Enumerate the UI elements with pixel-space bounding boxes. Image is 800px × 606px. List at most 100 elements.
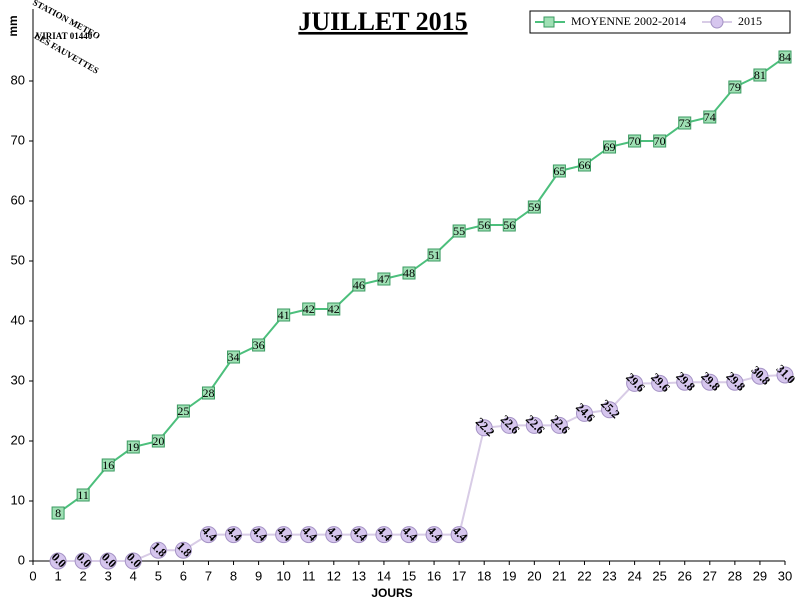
marker — [201, 386, 215, 400]
x-tick-label: 30 — [778, 568, 792, 583]
y-tick-label: 0 — [18, 552, 25, 567]
x-tick-label: 26 — [677, 568, 691, 583]
marker — [99, 552, 117, 570]
legend-label: 2015 — [738, 14, 762, 28]
data-label: 16 — [102, 458, 114, 472]
data-label: 59 — [528, 200, 540, 214]
x-tick-label: 27 — [703, 568, 717, 583]
data-label: 65 — [553, 164, 565, 178]
marker — [502, 218, 516, 232]
marker — [174, 541, 192, 559]
marker — [126, 440, 140, 454]
marker — [350, 526, 368, 544]
marker — [678, 116, 692, 130]
marker — [475, 419, 493, 437]
marker — [601, 401, 619, 419]
legend-marker — [543, 16, 555, 28]
marker — [151, 434, 165, 448]
data-label: 42 — [303, 302, 315, 316]
x-tick-label: 7 — [205, 568, 212, 583]
y-axis-label: mm — [6, 15, 20, 36]
marker — [49, 552, 67, 570]
y-tick-label: 80 — [11, 72, 25, 87]
x-tick-label: 23 — [602, 568, 616, 583]
marker — [628, 134, 642, 148]
marker — [327, 302, 341, 316]
marker — [525, 416, 543, 434]
marker — [550, 416, 568, 434]
x-tick-label: 11 — [302, 568, 316, 583]
marker — [51, 506, 65, 520]
marker — [225, 526, 243, 544]
logo-text: VIRIAT 01440 — [36, 31, 93, 41]
x-tick-label: 3 — [105, 568, 112, 583]
data-label: 66 — [578, 158, 590, 172]
data-label: 28 — [202, 386, 214, 400]
marker — [603, 140, 617, 154]
x-tick-label: 20 — [527, 568, 541, 583]
x-tick-label: 4 — [130, 568, 137, 583]
data-label: 36 — [253, 338, 265, 352]
marker — [277, 308, 291, 322]
x-tick-label: 15 — [402, 568, 416, 583]
y-tick-label: 50 — [11, 252, 25, 267]
marker — [452, 224, 466, 238]
marker — [124, 552, 142, 570]
marker — [377, 272, 391, 286]
marker — [477, 218, 491, 232]
x-tick-label: 29 — [753, 568, 767, 583]
data-label: 55 — [453, 224, 465, 238]
data-label: 42 — [328, 302, 340, 316]
x-tick-label: 1 — [54, 568, 61, 583]
data-label: 11 — [77, 488, 89, 502]
marker — [577, 158, 591, 172]
x-tick-label: 16 — [427, 568, 441, 583]
marker — [352, 278, 366, 292]
marker — [400, 526, 418, 544]
x-tick-label: 22 — [577, 568, 591, 583]
x-tick-label: 28 — [728, 568, 742, 583]
data-label: 51 — [428, 248, 440, 262]
x-tick-label: 14 — [377, 568, 391, 583]
marker — [703, 110, 717, 124]
data-label: 74 — [704, 110, 716, 124]
marker — [375, 526, 393, 544]
marker — [300, 526, 318, 544]
data-label: 47 — [378, 272, 390, 286]
x-tick-label: 6 — [180, 568, 187, 583]
data-label: 48 — [403, 266, 415, 280]
data-label: 69 — [604, 140, 616, 154]
data-label: 34 — [228, 350, 240, 364]
x-tick-label: 5 — [155, 568, 162, 583]
marker — [653, 134, 667, 148]
y-tick-label: 30 — [11, 372, 25, 387]
y-tick-label: 60 — [11, 192, 25, 207]
data-label: 70 — [629, 134, 641, 148]
y-tick-label: 10 — [11, 492, 25, 507]
marker — [76, 488, 90, 502]
data-label: 20 — [152, 434, 164, 448]
marker — [250, 526, 268, 544]
x-axis-label: JOURS — [371, 586, 412, 600]
marker — [176, 404, 190, 418]
x-tick-label: 12 — [327, 568, 341, 583]
marker — [275, 526, 293, 544]
x-tick-label: 13 — [352, 568, 366, 583]
x-tick-label: 19 — [502, 568, 516, 583]
marker — [402, 266, 416, 280]
marker — [425, 526, 443, 544]
data-label: 25 — [177, 404, 189, 418]
x-tick-label: 17 — [452, 568, 466, 583]
marker — [651, 374, 669, 392]
x-tick-label: 25 — [652, 568, 666, 583]
marker — [751, 367, 769, 385]
marker — [728, 80, 742, 94]
marker — [149, 541, 167, 559]
marker — [776, 366, 794, 384]
x-tick-label: 18 — [477, 568, 491, 583]
data-label: 41 — [278, 308, 290, 322]
marker — [325, 526, 343, 544]
